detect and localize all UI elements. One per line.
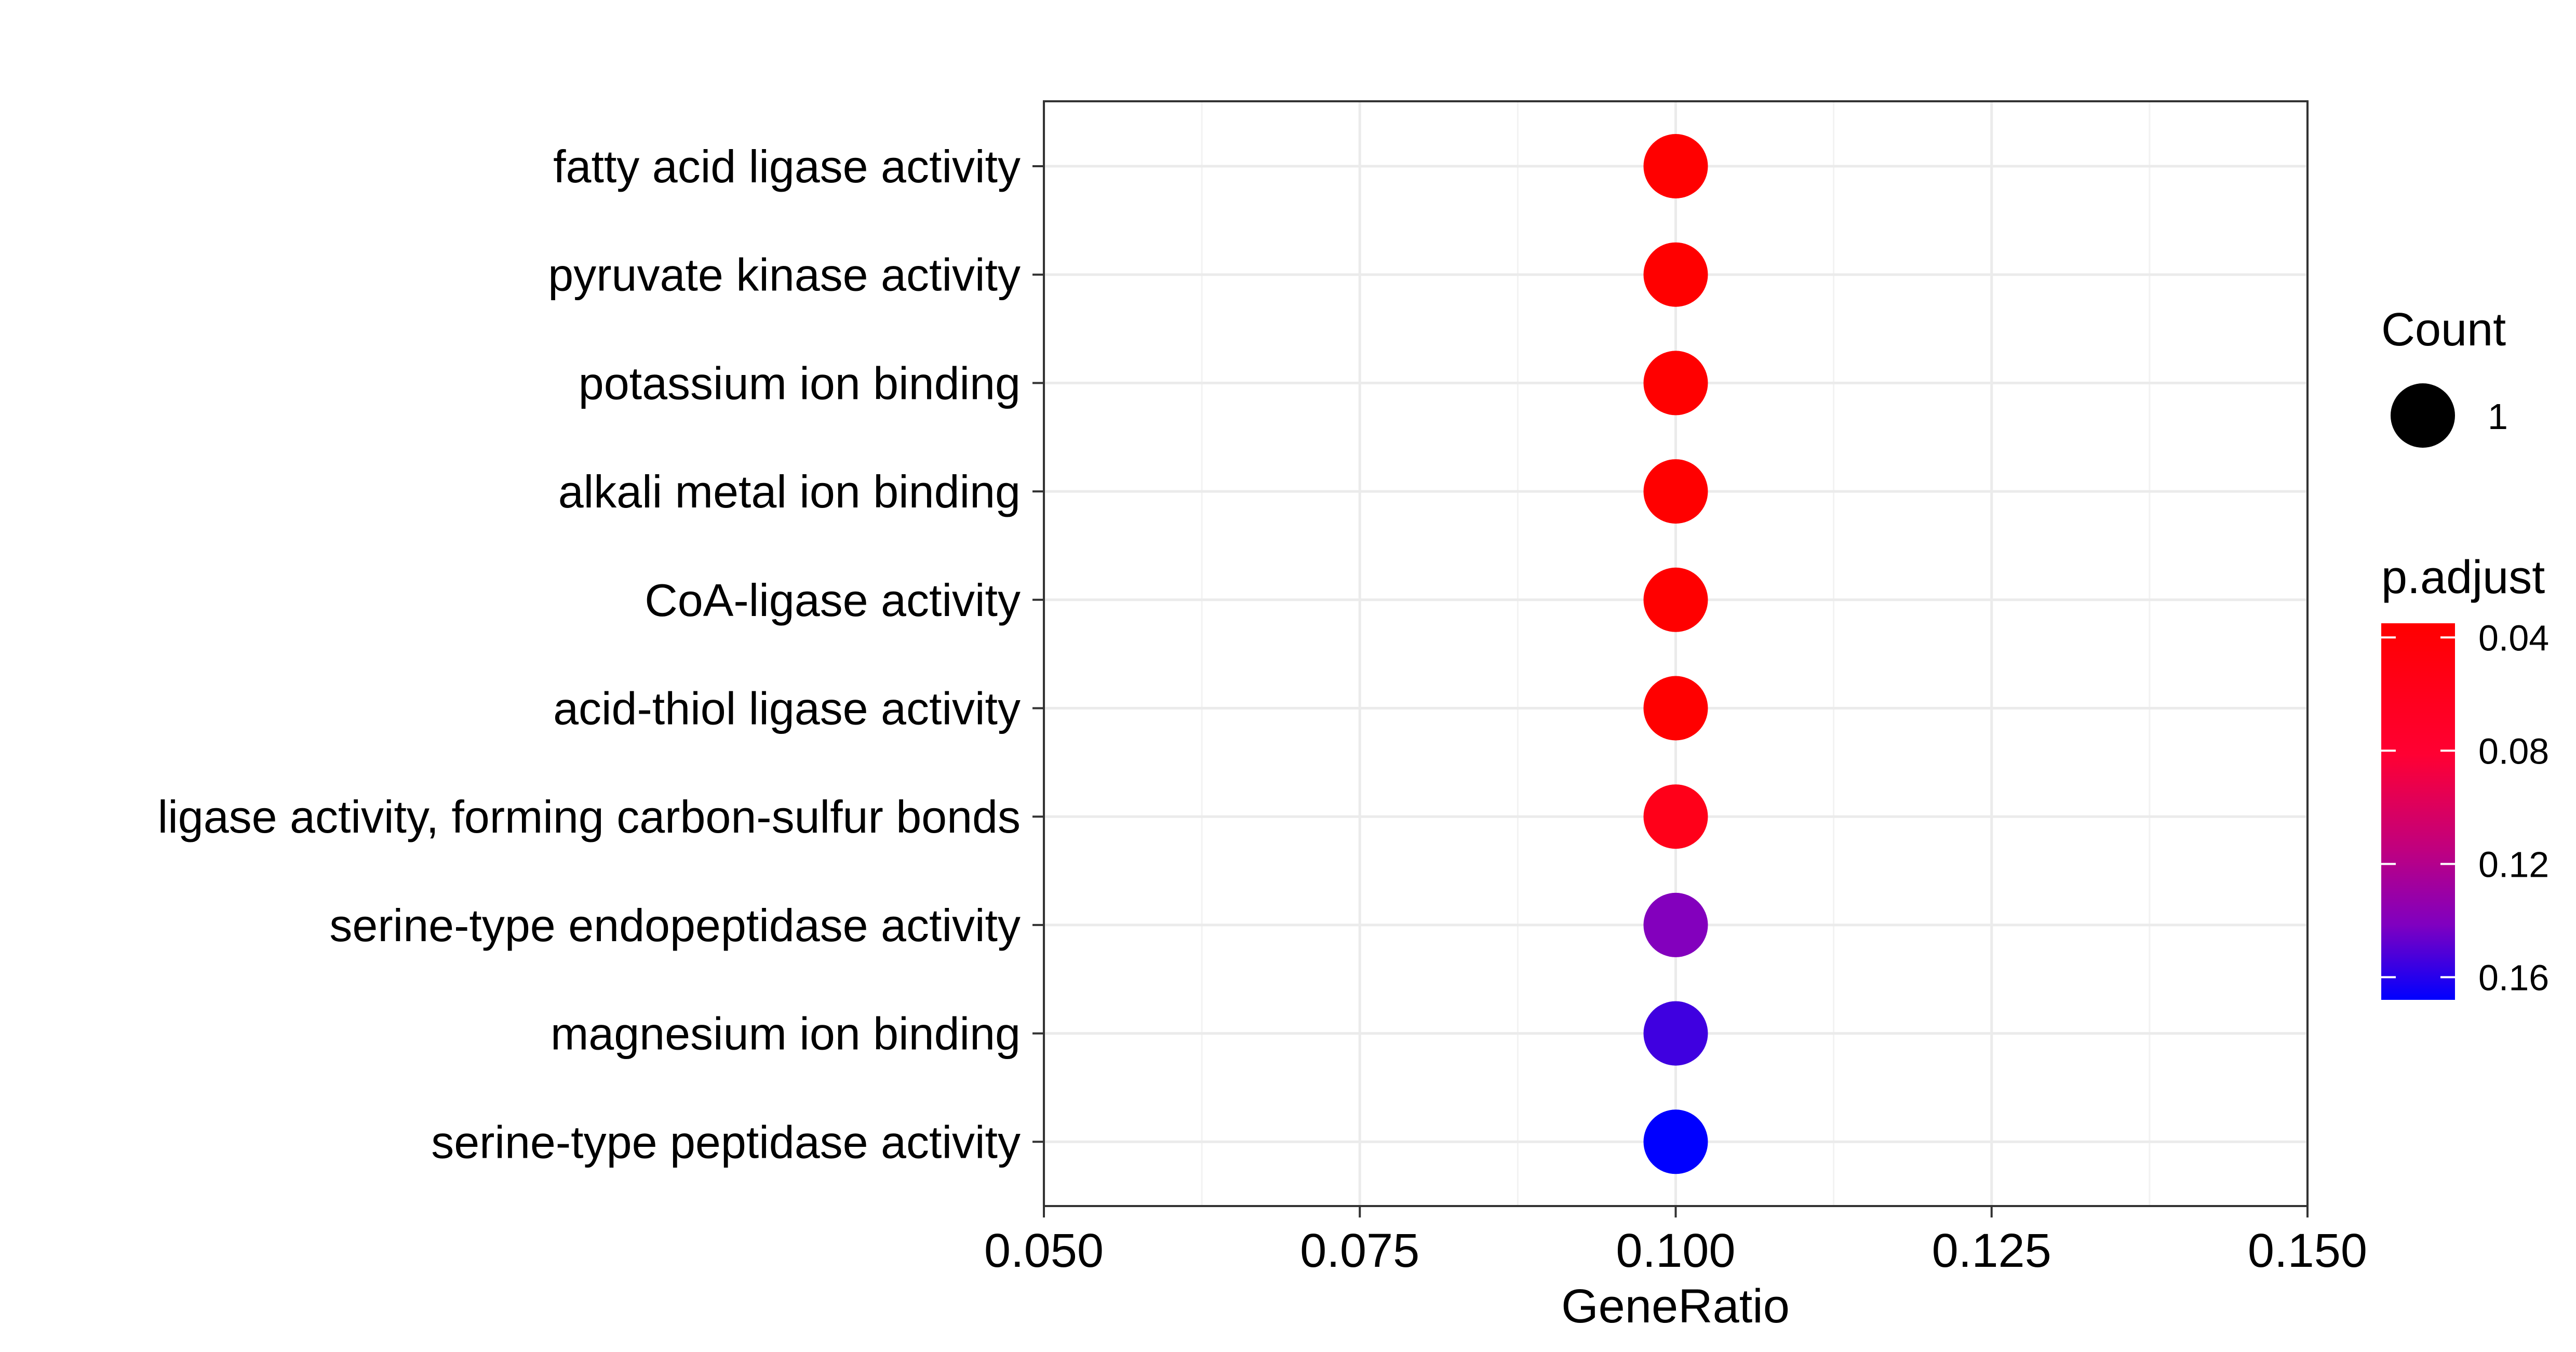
data-point <box>1643 1001 1708 1066</box>
data-point <box>1643 351 1708 416</box>
padj-tick-label: 0.12 <box>2478 844 2549 885</box>
padj-tick-label: 0.08 <box>2478 731 2549 771</box>
data-point <box>1643 892 1708 957</box>
x-axis: 0.050 0.075 0.100 0.125 0.150 <box>984 1206 2367 1277</box>
data-point <box>1643 1109 1708 1174</box>
y-tick-label: magnesium ion binding <box>551 1008 1021 1060</box>
x-tick-label: 0.050 <box>984 1224 1104 1277</box>
x-axis-title: GeneRatio <box>1561 1280 1790 1333</box>
x-tick-label: 0.075 <box>1300 1224 1419 1277</box>
y-tick-label: serine-type peptidase activity <box>431 1116 1021 1168</box>
data-point <box>1643 459 1708 524</box>
count-legend-label: 1 <box>2488 396 2508 437</box>
y-tick-label: serine-type endopeptidase activity <box>329 900 1021 951</box>
padj-colorbar <box>2381 623 2455 1000</box>
y-tick-label: acid-thiol ligase activity <box>553 683 1021 734</box>
padj-legend: p.adjust 0.04 0.08 0.12 0.16 <box>2381 552 2549 1000</box>
count-legend-title: Count <box>2381 304 2506 356</box>
data-point <box>1643 567 1708 632</box>
y-tick-label: alkali metal ion binding <box>558 466 1021 517</box>
count-legend-key <box>2391 383 2455 448</box>
count-legend-keys: 1 <box>2391 383 2508 448</box>
y-tick-label: fatty acid ligase activity <box>553 141 1021 192</box>
padj-legend-ticks: 0.04 0.08 0.12 0.16 <box>2381 618 2549 998</box>
data-point <box>1643 784 1708 849</box>
padj-tick-label: 0.16 <box>2478 957 2549 998</box>
y-tick-label: CoA-ligase activity <box>645 574 1021 626</box>
data-points <box>1643 134 1708 1174</box>
y-tick-label: ligase activity, forming carbon-sulfur b… <box>158 791 1021 842</box>
y-tick-label: potassium ion binding <box>579 357 1021 409</box>
padj-tick-label: 0.04 <box>2478 618 2549 658</box>
data-point <box>1643 676 1708 741</box>
x-tick-label: 0.150 <box>2248 1224 2367 1277</box>
y-tick-label: pyruvate kinase activity <box>548 249 1021 301</box>
data-point <box>1643 242 1708 307</box>
y-axis: fatty acid ligase activity pyruvate kinas… <box>158 141 1044 1168</box>
count-legend: Count 1 <box>2381 304 2508 448</box>
data-point <box>1643 134 1708 198</box>
x-tick-label: 0.125 <box>1932 1224 2051 1277</box>
padj-legend-title: p.adjust <box>2381 552 2545 604</box>
panel-border <box>1043 100 2309 1207</box>
x-tick-label: 0.100 <box>1616 1224 1735 1277</box>
